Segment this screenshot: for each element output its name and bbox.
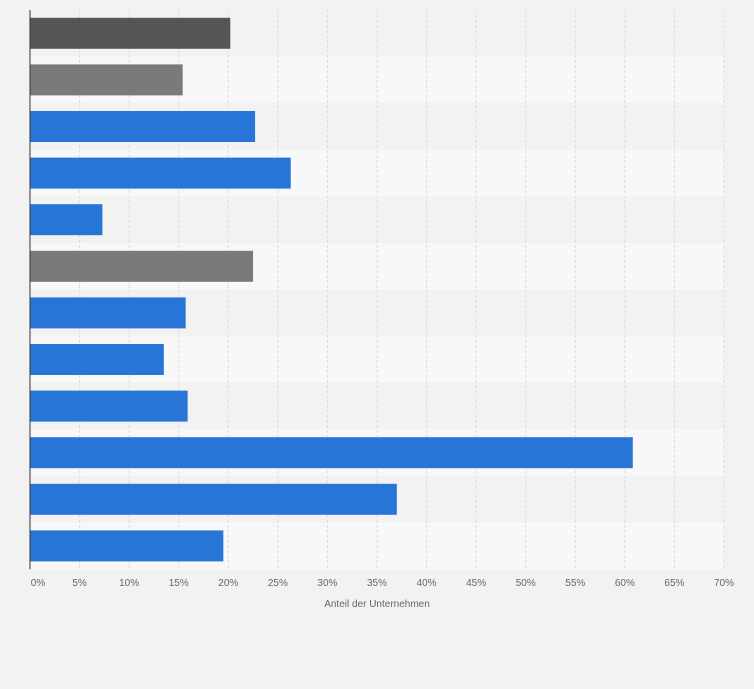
x-tick-label: 55% — [565, 578, 585, 589]
x-tick-label: 50% — [516, 578, 536, 589]
x-tick-label: 35% — [367, 578, 387, 589]
bar — [30, 157, 291, 189]
x-tick-label: 65% — [664, 578, 684, 589]
gridlines — [79, 10, 725, 570]
bar — [30, 111, 256, 142]
bar — [30, 530, 224, 562]
bar — [30, 250, 254, 282]
x-tick-label: 45% — [466, 578, 486, 589]
bar — [30, 64, 183, 96]
bar — [30, 437, 633, 469]
bar — [30, 17, 231, 49]
x-tick-label: 10% — [119, 578, 139, 589]
x-tick-label: 15% — [169, 578, 189, 589]
x-tick-label: 70% — [714, 578, 734, 589]
bar — [30, 297, 186, 329]
x-tick-label: 20% — [218, 578, 238, 589]
x-tick-labels: 0% 5% 10% 15% 20% 25% 30% 35% 40% 45% 50% 55% 60% 65%… — [31, 578, 734, 589]
x-tick-label: 30% — [317, 578, 337, 589]
bars — [30, 17, 633, 562]
bar — [30, 204, 103, 236]
bar — [30, 483, 397, 515]
x-tick-label: 0% — [31, 578, 46, 589]
x-tick-label: 5% — [72, 578, 87, 589]
x-tick-label: 60% — [615, 578, 635, 589]
bar — [30, 344, 164, 375]
x-axis-label: Anteil der Unternehmen — [324, 599, 430, 610]
x-tick-label: 25% — [268, 578, 288, 589]
bar — [30, 390, 188, 422]
x-tick-label: 40% — [417, 578, 437, 589]
